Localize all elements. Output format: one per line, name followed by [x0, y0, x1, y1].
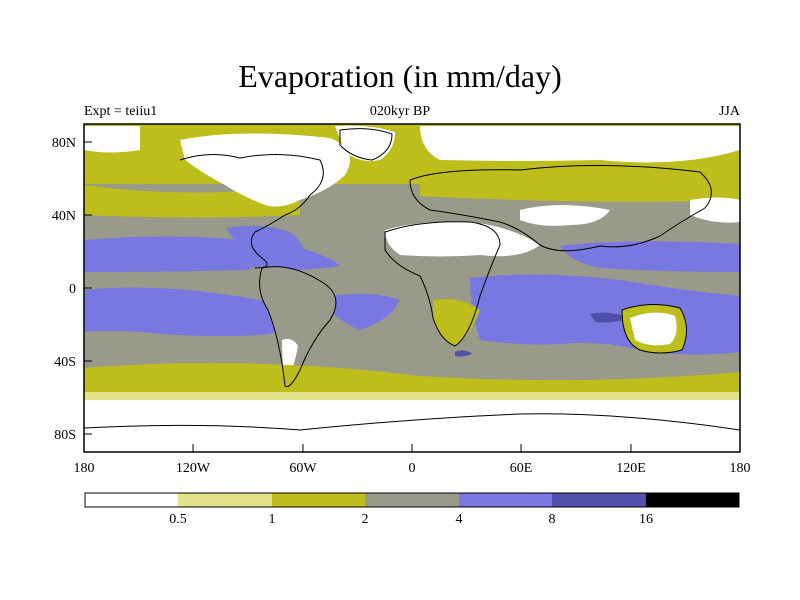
evaporation-field	[84, 124, 740, 452]
lon-label-180e: 180	[730, 461, 751, 476]
greenland-low	[335, 125, 395, 161]
colorbar-bin-5	[459, 493, 552, 507]
coast-antarctica	[84, 413, 740, 431]
south-pacific-high	[84, 287, 330, 336]
coastlines	[84, 128, 740, 431]
colorbar-label-4: 4	[456, 512, 463, 527]
north-america-low	[180, 133, 350, 207]
australia-low	[630, 312, 677, 346]
colorbar-label-1: 1	[269, 512, 276, 527]
caribbean-high	[226, 225, 304, 258]
colorbar: 0.5 1 2 4 8 16	[84, 492, 740, 527]
lon-axis: 180 120W 60W 0 60E 120E 180	[74, 444, 751, 476]
lat-label-40n: 40N	[52, 209, 76, 224]
central-asia-low	[520, 205, 610, 226]
map-title: Evaporation (in mm/day)	[238, 58, 562, 94]
sahara-low	[385, 221, 540, 257]
lon-label-120w: 120W	[176, 461, 211, 476]
colorbar-label-0-5: 0.5	[169, 512, 187, 527]
colorbar-bin-6	[552, 493, 646, 507]
eurasia-band	[420, 170, 740, 202]
lon-label-120e: 120E	[616, 461, 646, 476]
south-atlantic-high	[330, 293, 400, 330]
colorbar-bin-2	[178, 493, 272, 507]
coast-australia	[621, 304, 687, 354]
colorbar-bin-7	[646, 493, 739, 507]
lon-label-180w: 180	[74, 461, 95, 476]
colorbar-frame	[84, 492, 740, 508]
indian-ocean-peak	[590, 312, 630, 323]
south-america-field	[250, 266, 336, 387]
colorbar-bin-4	[365, 493, 459, 507]
southern-ocean-edge	[84, 392, 740, 400]
coast-north-america	[179, 153, 324, 269]
experiment-label: Expt = teiiu1	[84, 104, 158, 119]
eurasia-low	[420, 126, 740, 163]
coast-greenland	[339, 128, 393, 161]
southern-ocean-band	[84, 363, 740, 398]
north-pacific-low	[690, 197, 740, 223]
antarctica-low	[84, 400, 740, 452]
colorbar-bin-3	[272, 493, 365, 507]
lon-label-0: 0	[409, 461, 416, 476]
colorbar-label-8: 8	[549, 512, 556, 527]
coast-eurasia	[409, 164, 712, 252]
siberia-low	[84, 126, 140, 153]
west-pacific-high	[560, 241, 740, 272]
colorbar-bin-1	[85, 493, 178, 507]
lat-axis: 80N 40N 0 40S 80S	[52, 136, 92, 443]
coast-africa	[384, 221, 501, 347]
lat-label-40s: 40S	[54, 355, 76, 370]
lon-label-60w: 60W	[289, 461, 317, 476]
season-label: JJA	[718, 104, 740, 119]
period-label: 020kyr BP	[369, 104, 431, 119]
lat-label-80n: 80N	[52, 136, 76, 151]
lat-label-80s: 80S	[54, 428, 76, 443]
coast-south-america	[259, 266, 337, 388]
south-africa-field	[433, 299, 480, 346]
lat-label-0: 0	[69, 282, 76, 297]
colorbar-label-2: 2	[362, 512, 369, 527]
colorbar-label-16: 16	[639, 512, 653, 527]
lon-label-60e: 60E	[510, 461, 533, 476]
agulhas-peak	[455, 350, 472, 357]
